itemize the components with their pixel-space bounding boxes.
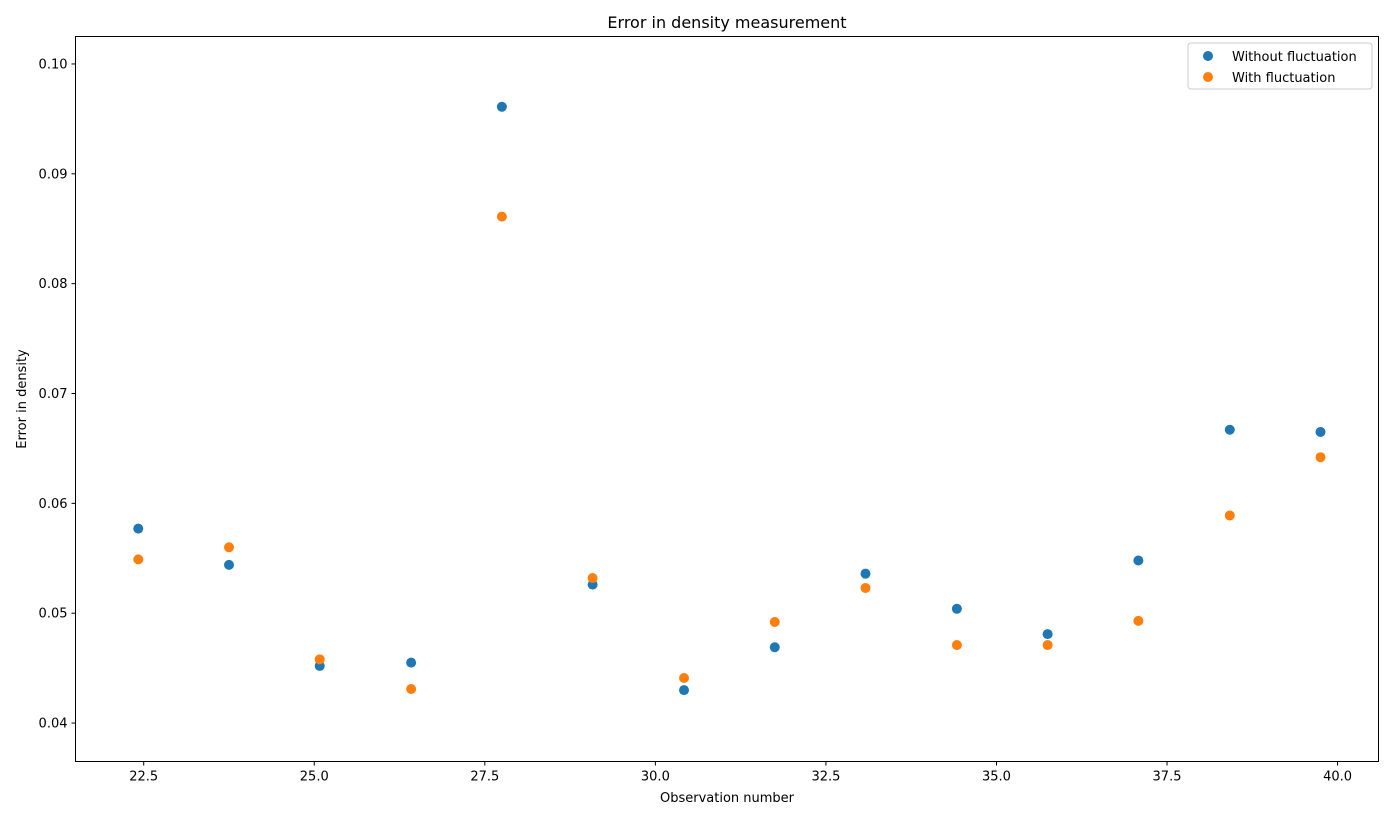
point-without-fluctuation <box>1133 555 1144 566</box>
legend-marker-with-fluctuation <box>1203 72 1213 82</box>
y-axis-ticks: 0.04 0.05 0.06 0.07 0.08 0.09 0.10 <box>39 57 76 732</box>
y-tick-label: 0.07 <box>39 387 68 402</box>
point-with-fluctuation <box>769 616 780 627</box>
legend-label-with-fluctuation: With fluctuation <box>1232 71 1335 86</box>
x-tick-label: 30.0 <box>641 770 670 785</box>
point-with-fluctuation <box>679 673 690 684</box>
point-without-fluctuation <box>1042 629 1053 640</box>
point-without-fluctuation <box>1315 426 1326 437</box>
x-tick-label: 32.5 <box>811 770 840 785</box>
y-tick-label: 0.10 <box>39 57 68 72</box>
x-tick-label: 25.0 <box>300 770 329 785</box>
point-with-fluctuation <box>223 542 234 553</box>
point-with-fluctuation <box>1315 452 1326 463</box>
point-without-fluctuation <box>769 642 780 653</box>
point-without-fluctuation <box>860 568 871 579</box>
y-tick-label: 0.08 <box>39 277 68 292</box>
point-without-fluctuation <box>223 559 234 570</box>
x-tick-label: 22.5 <box>129 770 158 785</box>
point-with-fluctuation <box>406 684 417 694</box>
point-with-fluctuation <box>133 554 144 565</box>
y-tick-label: 0.09 <box>39 167 68 182</box>
data-points <box>133 101 1326 696</box>
point-without-fluctuation <box>951 603 962 614</box>
plot-frame <box>75 36 1379 762</box>
point-with-fluctuation <box>587 573 598 584</box>
legend: Without fluctuation With fluctuation <box>1187 42 1373 90</box>
legend-marker-without-fluctuation <box>1203 51 1213 61</box>
point-without-fluctuation <box>133 523 144 534</box>
x-tick-label: 37.5 <box>1153 770 1182 785</box>
y-tick-label: 0.04 <box>39 717 68 732</box>
x-axis-label: Observation number <box>660 791 795 806</box>
point-without-fluctuation <box>406 657 417 668</box>
y-tick-label: 0.05 <box>39 607 68 622</box>
point-with-fluctuation <box>496 211 507 222</box>
y-tick-label: 0.06 <box>39 497 68 512</box>
point-with-fluctuation <box>1042 640 1053 651</box>
y-axis-label: Error in density <box>15 349 30 449</box>
chart-title: Error in density measurement <box>607 13 846 32</box>
legend-label-without-fluctuation: Without fluctuation <box>1232 50 1357 65</box>
point-with-fluctuation <box>1224 510 1235 521</box>
point-without-fluctuation <box>1224 424 1235 435</box>
point-without-fluctuation <box>496 101 507 112</box>
point-with-fluctuation <box>314 654 325 665</box>
legend-frame <box>1187 42 1373 90</box>
point-with-fluctuation <box>951 640 962 651</box>
x-axis-ticks: 22.5 25.0 27.5 30.0 32.5 35.0 37.5 40.0 <box>129 761 1352 785</box>
point-without-fluctuation <box>679 685 690 696</box>
x-tick-label: 35.0 <box>982 770 1011 785</box>
point-with-fluctuation <box>1133 615 1144 626</box>
x-tick-label: 27.5 <box>470 770 499 785</box>
point-with-fluctuation <box>860 582 871 593</box>
x-tick-label: 40.0 <box>1323 770 1352 785</box>
